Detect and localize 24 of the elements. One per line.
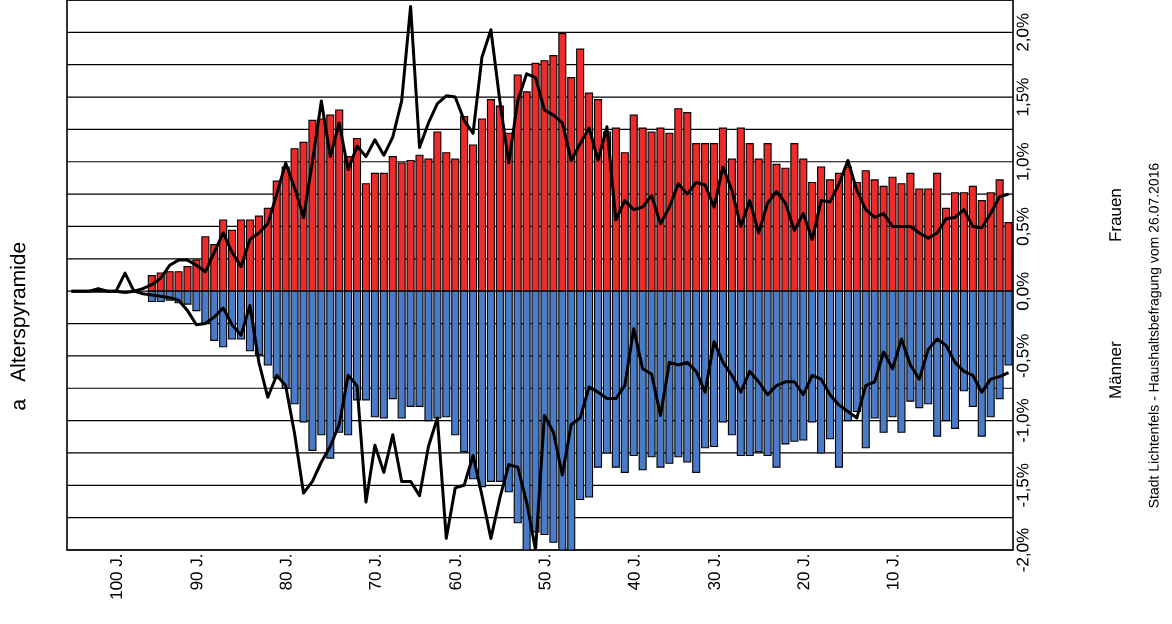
x-tick-label: 30 J. <box>708 555 721 590</box>
x-tick-label: 60 J. <box>449 555 462 590</box>
y-tick-label: 1,0% <box>1016 143 1031 180</box>
y-tick-label: 1,5% <box>1016 78 1031 116</box>
y-tick-label: -0,5% <box>1016 334 1031 378</box>
y-tick-label: 0,5% <box>1016 207 1031 246</box>
y-tick-label: -1,5% <box>1016 463 1031 507</box>
x-tick-label: 80 J. <box>279 555 292 590</box>
y-tick-label: 2,0% <box>1016 13 1031 51</box>
text: Alterspyramide <box>9 242 30 382</box>
x-tick-label: 100 J. <box>110 555 123 599</box>
y-tick-label: -2,0% <box>1016 528 1031 572</box>
x-tick-label: 50 J. <box>538 555 551 590</box>
text: Frauen <box>1109 189 1122 241</box>
x-tick-label: 10 J. <box>886 555 899 590</box>
text: a <box>13 398 26 410</box>
text: Stadt Lichtenfels - Haushaltsbefragung vom 26.07.2016 <box>1148 163 1162 508</box>
y-tick-label: -1,0% <box>1016 398 1031 443</box>
x-tick-label: 40 J. <box>627 555 640 590</box>
text: Männer <box>1109 341 1122 398</box>
y-tick-label: 0,0% <box>1016 272 1031 310</box>
x-tick-label: 90 J. <box>190 555 203 590</box>
x-tick-label: 70 J. <box>368 555 381 590</box>
x-tick-label: 20 J. <box>797 555 810 590</box>
